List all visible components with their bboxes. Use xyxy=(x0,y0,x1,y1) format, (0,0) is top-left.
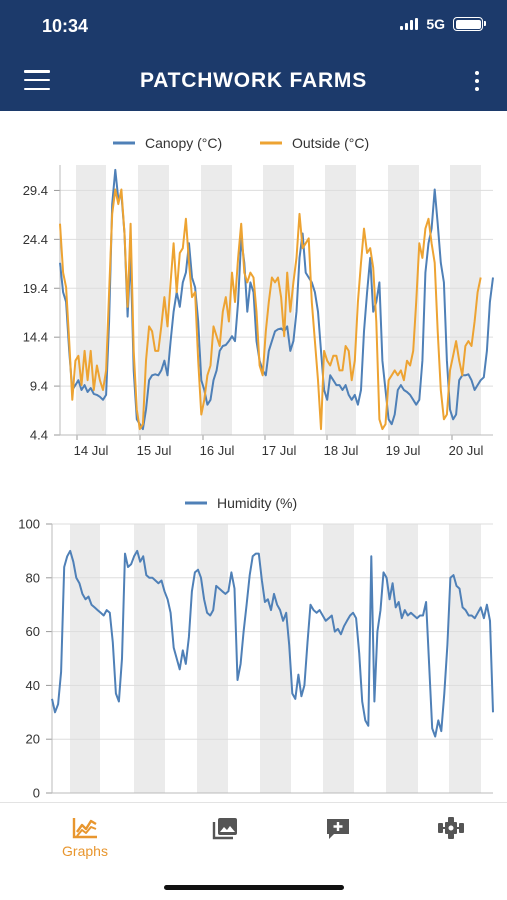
night-band xyxy=(323,524,354,793)
nav-photos[interactable] xyxy=(185,815,265,841)
humidity-chart: 100 80 60 40 20 0 Humidity (%) xyxy=(18,495,494,801)
night-band xyxy=(325,165,356,435)
photo-library-icon xyxy=(212,818,237,840)
more-vert-icon[interactable] xyxy=(473,71,481,91)
y-tick-label: 20 xyxy=(26,732,40,747)
y-tick-label: 14.4 xyxy=(23,330,48,345)
y-tick-label: 24.4 xyxy=(23,232,48,247)
status-indicators: 5G xyxy=(400,16,486,32)
y-tick-label: 60 xyxy=(26,624,40,639)
grid-settings-icon xyxy=(438,817,464,839)
humidity-series-line xyxy=(51,549,494,738)
night-band xyxy=(260,524,291,793)
y-tick-label: 9.4 xyxy=(30,379,48,394)
x-tick-label: 16 Jul xyxy=(200,443,235,458)
x-tick-label: 18 Jul xyxy=(324,443,359,458)
hamburger-menu-icon[interactable] xyxy=(24,70,50,90)
night-band xyxy=(388,165,419,435)
app-bar: 10:34 5G PATCHWORK FARMS xyxy=(0,0,507,111)
app-title: PATCHWORK FARMS xyxy=(139,69,368,92)
nav-graphs[interactable]: Graphs xyxy=(45,815,125,859)
x-tick-label: 17 Jul xyxy=(262,443,297,458)
nav-settings[interactable] xyxy=(411,815,491,841)
y-tick-label: 19.4 xyxy=(23,281,48,296)
nav-add-comment[interactable] xyxy=(298,815,378,841)
battery-icon xyxy=(453,17,486,31)
x-tick-label: 14 Jul xyxy=(74,443,109,458)
x-tick-label: 20 Jul xyxy=(449,443,484,458)
legend-label: Humidity (%) xyxy=(217,495,297,511)
night-band xyxy=(197,524,228,793)
night-band xyxy=(449,524,481,793)
y-tick-label: 40 xyxy=(26,678,40,693)
outside-series-line xyxy=(59,188,482,431)
cellular-signal-icon xyxy=(400,18,419,30)
night-band xyxy=(386,524,418,793)
legend-label: Canopy (°C) xyxy=(145,135,222,151)
nav-graphs-label: Graphs xyxy=(62,843,108,859)
bottom-navigation: Graphs xyxy=(0,802,507,900)
legend-label: Outside (°C) xyxy=(292,135,369,151)
add-comment-icon xyxy=(327,819,349,839)
night-band xyxy=(134,524,165,793)
y-tick-label: 0 xyxy=(33,786,40,801)
status-time: 10:34 xyxy=(42,16,89,36)
x-tick-label: 19 Jul xyxy=(386,443,421,458)
home-indicator xyxy=(164,885,344,890)
y-tick-label: 100 xyxy=(18,517,40,532)
y-tick-label: 29.4 xyxy=(23,183,48,198)
temperature-chart: 29.4 24.4 19.4 14.4 9.4 4.4 14 Jul 15 Jul 16 Jul… xyxy=(23,135,494,458)
y-tick-label: 80 xyxy=(26,570,40,585)
line-chart-icon xyxy=(72,818,97,839)
y-tick-label: 4.4 xyxy=(30,428,48,443)
night-band xyxy=(76,165,106,435)
x-tick-label: 15 Jul xyxy=(137,443,172,458)
network-type: 5G xyxy=(426,16,445,32)
